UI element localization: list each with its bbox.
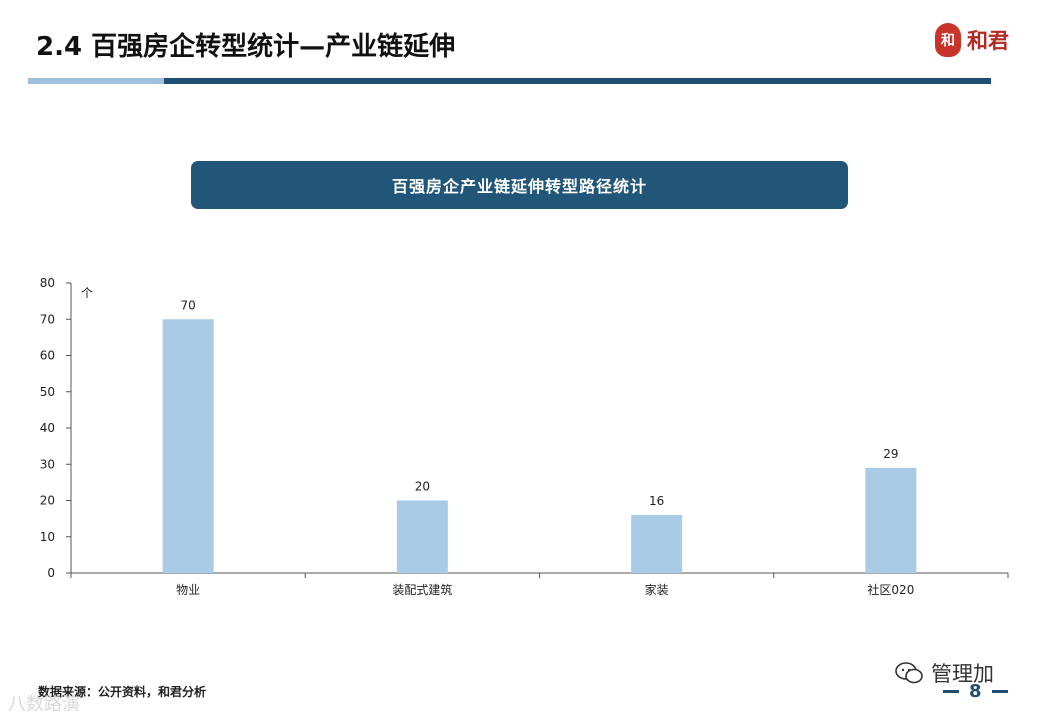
page-number-dash-right [991,690,1008,693]
y-tick-label: 50 [40,385,55,399]
x-tick-label: 物业 [176,583,200,597]
y-tick-label: 30 [40,457,55,471]
chart-banner: 百强房企产业链延伸转型路径统计 [191,161,848,209]
header-rule [164,78,991,84]
bar-data-label: 16 [649,494,664,508]
y-tick-label: 80 [40,276,55,290]
watermark: 八数路演 [8,694,80,715]
source-note: 数据来源：公开资料，和君分析 [38,685,207,699]
bar-data-label: 70 [180,298,195,312]
page-number-text: 8 [969,681,982,702]
y-tick-label: 40 [40,421,55,435]
y-tick-label: 70 [40,312,55,326]
logo-text: 和君 [967,29,1009,53]
wechat-brand: 管理加 [895,658,994,688]
bar [865,467,917,573]
bar-data-label: 29 [883,447,898,461]
bar-data-label: 20 [415,480,430,494]
y-tick-label: 10 [40,530,55,544]
header-rule-accent [28,78,164,84]
page-number: 8 [943,681,1008,702]
wechat-icon [895,662,923,684]
wechat-name: 管理加 [931,662,994,686]
x-tick-label: 家装 [645,582,669,597]
page-number-dash-left [943,690,959,693]
logo-seal-icon: 和 [935,23,961,57]
company-logo: 和 和君 [935,18,1009,62]
y-tick-label: 0 [47,566,55,580]
y-axis-unit-label: 个 [81,286,93,300]
y-tick-label: 20 [40,494,55,508]
page-title: 2.4 百强房企转型统计—产业链延伸 [36,32,456,62]
bar [631,515,683,573]
bar [162,319,214,573]
bar [396,500,448,573]
x-tick-label: 装配式建筑 [392,582,452,597]
y-tick-label: 60 [40,349,55,363]
x-tick-label: 社区020 [867,582,914,597]
